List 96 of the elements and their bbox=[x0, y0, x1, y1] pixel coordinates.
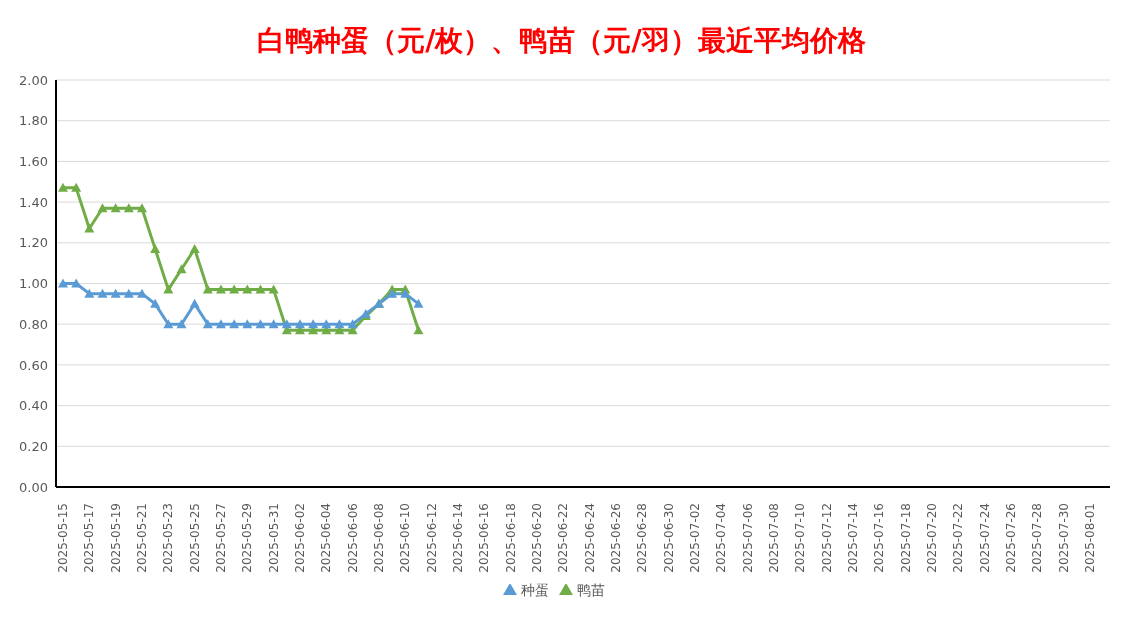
y-tick-label: 1.00 bbox=[19, 276, 48, 292]
point bbox=[58, 182, 68, 192]
point bbox=[123, 203, 134, 213]
x-tick-label: 2025-07-10 bbox=[793, 503, 808, 573]
x-tick-label: 2025-07-22 bbox=[951, 503, 966, 573]
point bbox=[215, 319, 226, 329]
y-tick-label: 1.40 bbox=[19, 194, 48, 210]
x-tick-label: 2025-07-28 bbox=[1030, 503, 1045, 573]
y-tick-label: 1.80 bbox=[19, 113, 48, 129]
x-tick-label: 2025-07-16 bbox=[872, 503, 887, 573]
point bbox=[202, 319, 213, 329]
point bbox=[136, 203, 147, 213]
point bbox=[387, 288, 398, 298]
point bbox=[202, 284, 213, 294]
point bbox=[97, 288, 108, 298]
point bbox=[229, 284, 240, 294]
y-tick-label: 0.20 bbox=[19, 438, 48, 454]
x-tick-label: 2025-05-15 bbox=[56, 503, 70, 573]
point bbox=[413, 325, 424, 335]
point bbox=[229, 319, 240, 329]
point bbox=[136, 288, 147, 298]
chart-title: 白鸭种蛋（元/枚）、鸭苗（元/羽）最近平均价格 bbox=[256, 23, 867, 59]
point bbox=[176, 319, 187, 329]
x-tick-label: 2025-05-19 bbox=[108, 503, 123, 573]
y-tick-label: 0.80 bbox=[19, 316, 48, 332]
point bbox=[268, 319, 279, 329]
x-tick-label: 2025-06-22 bbox=[556, 503, 571, 573]
point bbox=[110, 288, 121, 298]
point bbox=[163, 319, 174, 329]
point bbox=[150, 243, 161, 253]
x-tick-label: 2025-06-20 bbox=[529, 503, 544, 573]
x-tick-label: 2025-06-06 bbox=[345, 503, 360, 573]
y-tick-label: 1.60 bbox=[19, 154, 48, 170]
legend-label: 鸭苗 bbox=[577, 582, 605, 598]
point bbox=[71, 182, 82, 192]
x-tick-label: 2025-07-06 bbox=[740, 503, 755, 573]
x-tick-label: 2025-07-18 bbox=[898, 503, 913, 573]
x-tick-label: 2025-06-10 bbox=[398, 503, 413, 573]
point bbox=[176, 264, 187, 274]
x-tick-label: 2025-06-04 bbox=[319, 503, 334, 573]
y-tick-label: 2.00 bbox=[19, 72, 48, 88]
x-tick-label: 2025-06-18 bbox=[503, 503, 518, 573]
x-tick-label: 2025-07-04 bbox=[714, 503, 729, 573]
point bbox=[321, 319, 332, 329]
x-tick-label: 2025-06-26 bbox=[608, 503, 623, 573]
x-tick-label: 2025-06-28 bbox=[635, 503, 650, 573]
x-tick-label: 2025-05-23 bbox=[161, 503, 176, 573]
x-tick-label: 2025-07-30 bbox=[1056, 503, 1071, 573]
point bbox=[189, 298, 200, 308]
point bbox=[281, 319, 292, 329]
point bbox=[150, 298, 161, 308]
point bbox=[97, 203, 108, 213]
x-tick-label: 2025-06-24 bbox=[582, 503, 597, 573]
x-tick-label: 2025-07-14 bbox=[845, 503, 860, 573]
y-tick-label: 1.20 bbox=[19, 235, 48, 251]
x-tick-label: 2025-05-25 bbox=[187, 503, 202, 573]
x-tick-label: 2025-06-16 bbox=[477, 503, 492, 573]
x-tick-label: 2025-06-12 bbox=[424, 503, 439, 573]
x-tick-label: 2025-05-17 bbox=[82, 503, 97, 573]
point bbox=[163, 284, 174, 294]
x-tick-label: 2025-07-20 bbox=[924, 503, 939, 573]
point bbox=[110, 203, 121, 213]
x-tick-label: 2025-06-30 bbox=[661, 503, 676, 573]
y-tick-label: 0.00 bbox=[19, 479, 48, 495]
point bbox=[255, 284, 266, 294]
x-tick-label: 2025-07-08 bbox=[766, 503, 781, 573]
point bbox=[268, 284, 279, 294]
x-tick-label: 2025-07-02 bbox=[687, 503, 702, 573]
point bbox=[58, 278, 68, 288]
point bbox=[347, 319, 358, 329]
point bbox=[255, 319, 266, 329]
y-tick-label: 0.40 bbox=[19, 398, 48, 414]
point bbox=[189, 243, 200, 253]
x-tick-label: 2025-07-24 bbox=[977, 503, 992, 573]
point bbox=[294, 319, 305, 329]
point bbox=[84, 223, 95, 233]
x-tick-label: 2025-06-14 bbox=[450, 503, 465, 573]
x-tick-label: 2025-05-27 bbox=[213, 503, 228, 573]
point bbox=[123, 288, 134, 298]
point bbox=[242, 319, 253, 329]
x-tick-label: 2025-06-08 bbox=[371, 503, 386, 573]
x-tick-label: 2025-05-29 bbox=[240, 503, 255, 573]
point bbox=[334, 319, 345, 329]
x-tick-label: 2025-07-26 bbox=[1003, 503, 1018, 573]
point bbox=[308, 319, 319, 329]
x-tick-label: 2025-05-31 bbox=[266, 503, 281, 573]
x-tick-label: 2025-06-02 bbox=[292, 503, 307, 573]
x-tick-label: 2025-08-01 bbox=[1082, 503, 1097, 573]
x-tick-label: 2025-05-21 bbox=[134, 503, 149, 573]
legend-label: 种蛋 bbox=[521, 582, 549, 598]
y-tick-label: 0.60 bbox=[19, 357, 48, 373]
x-tick-label: 2025-07-12 bbox=[819, 503, 834, 573]
point bbox=[84, 288, 95, 298]
point bbox=[413, 298, 424, 308]
point bbox=[215, 284, 226, 294]
point bbox=[242, 284, 253, 294]
